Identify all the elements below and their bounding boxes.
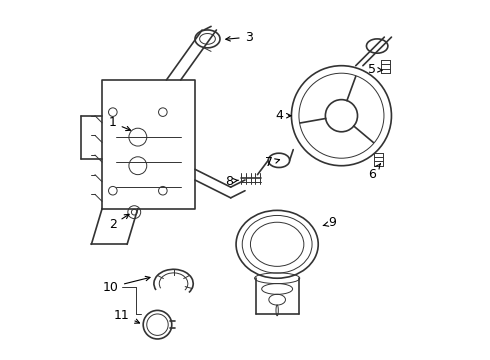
Text: 3: 3 bbox=[226, 31, 252, 44]
Text: 5: 5 bbox=[368, 63, 382, 76]
Text: 1: 1 bbox=[109, 116, 130, 131]
Text: 10: 10 bbox=[103, 276, 150, 294]
Text: 7: 7 bbox=[265, 156, 280, 169]
Text: 6: 6 bbox=[368, 164, 380, 181]
Text: 4: 4 bbox=[275, 109, 291, 122]
Text: 8: 8 bbox=[225, 175, 239, 188]
Text: 11: 11 bbox=[114, 309, 140, 323]
Text: 2: 2 bbox=[109, 214, 129, 231]
Text: 9: 9 bbox=[323, 216, 337, 229]
